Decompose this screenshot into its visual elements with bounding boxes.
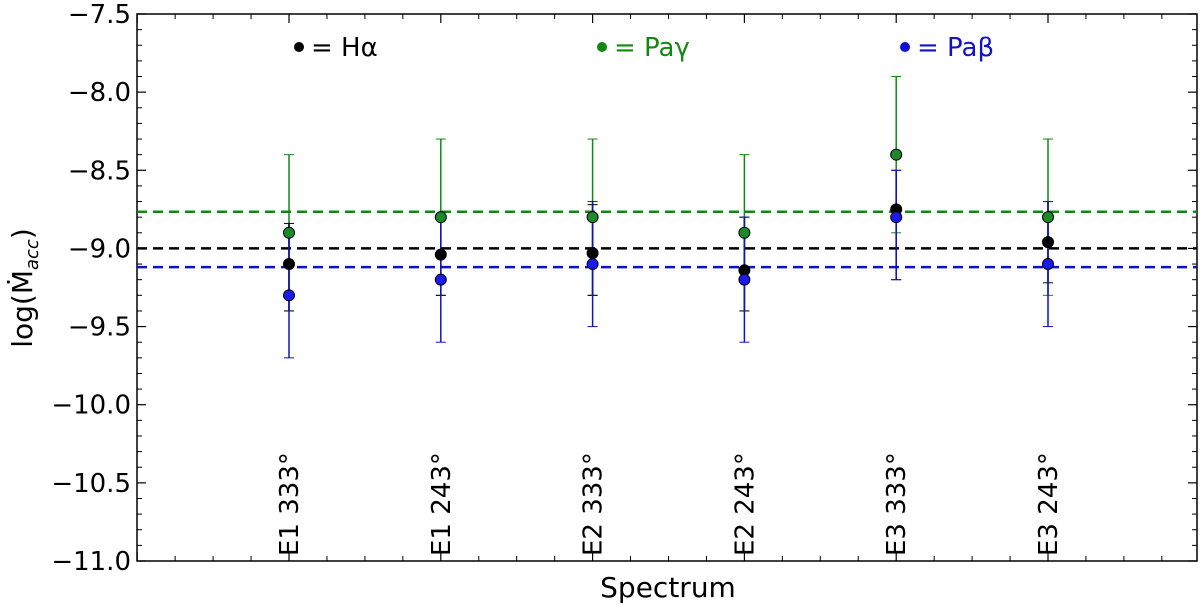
- category-label: E1 243°: [427, 452, 457, 556]
- data-point: [586, 211, 599, 224]
- category-label: E1 333°: [275, 452, 305, 556]
- data-markers: [283, 148, 1054, 302]
- data-point: [890, 211, 903, 224]
- y-axis-label-subscript: acc: [22, 239, 43, 270]
- category-label: E3 243°: [1034, 452, 1064, 556]
- mean-lines: [137, 210, 1197, 269]
- data-point: [586, 247, 599, 260]
- y-axis: −7.5 −8.0 −8.5 −9.0 −9.5 −10.0 −10.5 −11.0: [51, 0, 1197, 577]
- y-tick-label: −11.0: [51, 547, 131, 577]
- y-tick-label: −9.0: [68, 234, 131, 264]
- data-point: [738, 273, 751, 286]
- y-axis-label: log(Ṁacc): [6, 228, 43, 348]
- category-labels: E1 333° E1 243° E2 333° E2 243° E3 333° E3 24…: [275, 452, 1064, 556]
- y-tick-label: −10.0: [51, 391, 131, 421]
- legend-label: = Paγ: [614, 33, 690, 63]
- y-tick-label: −10.5: [51, 469, 131, 499]
- y-tick-label: −8.5: [68, 156, 131, 186]
- data-point: [283, 289, 295, 302]
- data-point: [1042, 211, 1054, 224]
- legend-label: = Hα: [311, 33, 378, 63]
- y-tick-label: −8.0: [68, 78, 131, 108]
- data-point: [434, 248, 447, 261]
- data-point: [1042, 258, 1054, 271]
- legend: = Hα = Paγ = Paβ: [294, 33, 994, 63]
- legend-marker: [900, 42, 910, 52]
- y-axis-label-close: ): [6, 228, 39, 239]
- data-point: [434, 211, 447, 224]
- y-tick-label: −9.5: [68, 313, 131, 343]
- category-label: E2 243°: [730, 452, 760, 556]
- category-label: E2 333°: [579, 452, 609, 556]
- legend-label: = Paβ: [917, 33, 994, 63]
- data-point: [283, 226, 295, 239]
- y-tick-label: −7.5: [68, 0, 131, 30]
- plot-frame: [136, 13, 1198, 562]
- plot-area: [136, 13, 1198, 562]
- data-point: [586, 258, 599, 271]
- data-point: [1042, 236, 1054, 249]
- x-axis: [136, 14, 1163, 561]
- legend-marker: [294, 42, 304, 52]
- data-point: [890, 148, 903, 161]
- x-axis-label: Spectrum: [600, 571, 736, 604]
- data-point: [434, 273, 447, 286]
- svg-text:log(Ṁacc): log(Ṁacc): [6, 228, 43, 348]
- category-label: E3 333°: [882, 452, 912, 556]
- data-point: [283, 258, 295, 271]
- legend-marker: [597, 42, 607, 52]
- y-axis-label-main: log(Ṁ: [6, 270, 39, 348]
- data-point: [738, 226, 751, 239]
- error-bars: [284, 76, 1053, 359]
